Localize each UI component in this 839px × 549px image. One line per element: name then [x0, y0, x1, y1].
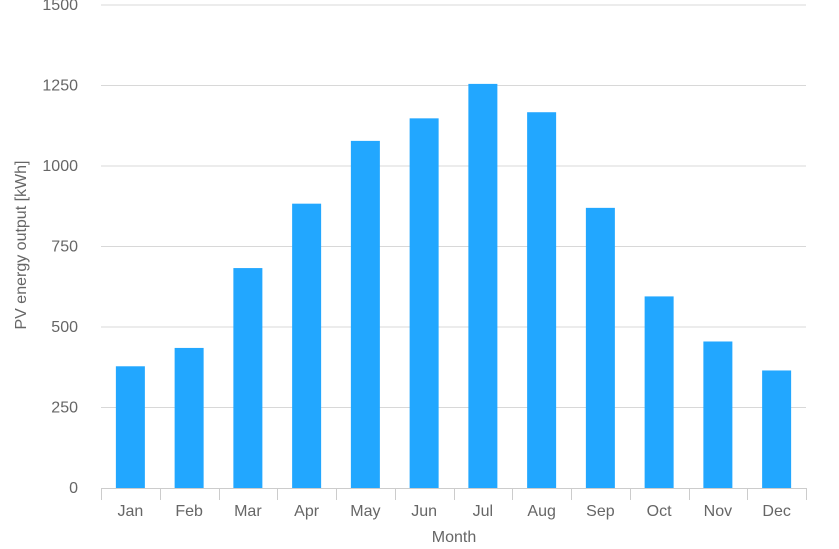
x-tick-label: Mar — [234, 503, 262, 520]
bar-sep — [585, 207, 615, 489]
bar-oct — [644, 296, 674, 488]
axis-layer: 0 250 500 750 1000 1250 1500 Jan Feb Mar Apr May Jun… — [42, 0, 807, 520]
bar-jul — [468, 83, 498, 488]
y-tick-label: 1250 — [42, 78, 78, 95]
x-tick-label: Feb — [175, 503, 203, 520]
x-tick-label: Jun — [411, 503, 437, 520]
x-tick-label: Jul — [473, 503, 493, 520]
y-tick-label: 750 — [51, 239, 78, 256]
x-tick-label: Nov — [704, 503, 732, 520]
x-tick-label: Apr — [294, 503, 320, 520]
x-tick-label: Sep — [586, 503, 615, 520]
y-tick-label: 0 — [69, 480, 78, 497]
x-axis-title: Month — [432, 529, 476, 546]
bar-feb — [174, 347, 204, 488]
x-tick-label: Aug — [527, 503, 555, 520]
y-tick-label: 500 — [51, 319, 78, 336]
y-tick-label: 1000 — [42, 158, 78, 175]
bar-dec — [762, 370, 792, 488]
x-tick-label: Jan — [117, 503, 143, 520]
bar-jan — [115, 366, 145, 488]
bars-layer — [115, 83, 792, 489]
x-tick-label: Dec — [762, 503, 790, 520]
grid-layer — [101, 4, 806, 408]
bar-nov — [703, 341, 733, 488]
bar-aug — [527, 112, 557, 488]
bar-mar — [233, 268, 263, 488]
bar-apr — [292, 203, 322, 488]
bar-may — [350, 140, 380, 488]
y-tick-label: 1500 — [42, 0, 78, 14]
y-tick-label: 250 — [51, 400, 78, 417]
bar-jun — [409, 118, 439, 489]
x-tick-label: Oct — [647, 503, 672, 520]
x-tick-label: May — [350, 503, 380, 520]
y-axis-title: PV energy output [kWh] — [13, 161, 30, 330]
